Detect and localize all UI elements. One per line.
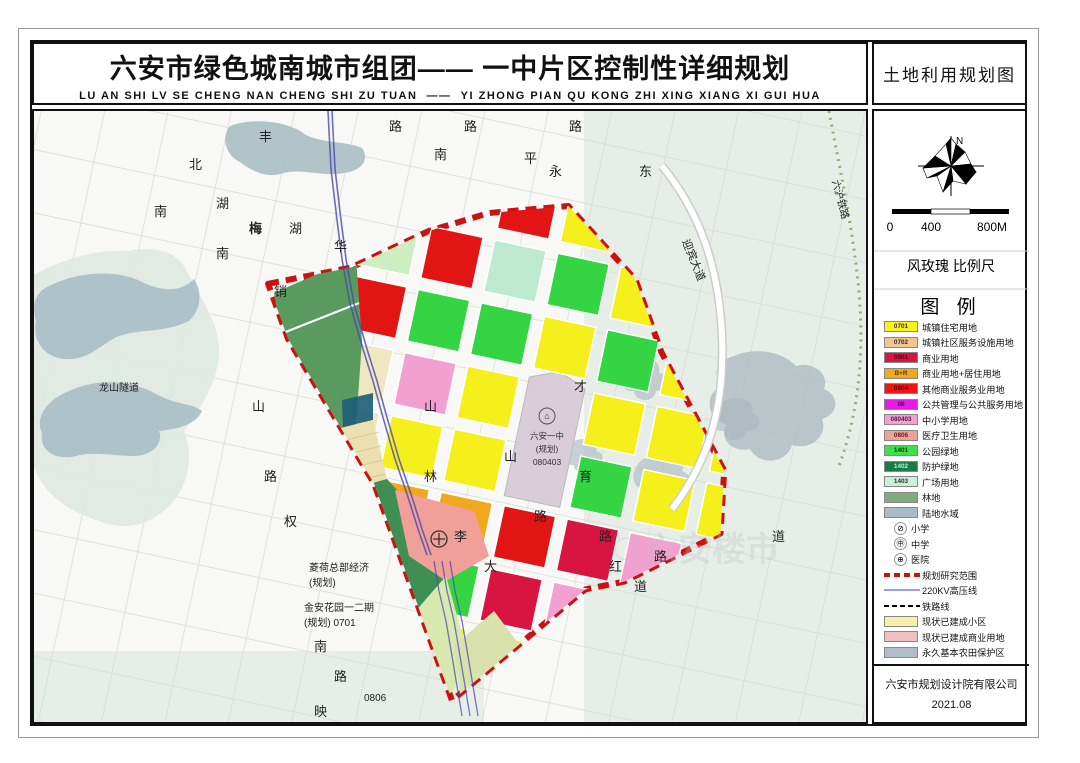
svg-text:大: 大 — [484, 559, 497, 574]
svg-text:山: 山 — [504, 449, 517, 464]
svg-text:080403: 080403 — [533, 457, 562, 467]
svg-text:路: 路 — [599, 529, 612, 544]
svg-text:红: 红 — [609, 559, 622, 574]
svg-text:菱荷总部经济: 菱荷总部经济 — [309, 561, 369, 574]
svg-text:丰: 丰 — [259, 129, 272, 144]
svg-text:东: 东 — [639, 164, 652, 179]
svg-text:南: 南 — [434, 147, 447, 162]
svg-text:路: 路 — [389, 119, 402, 134]
svg-text:南: 南 — [154, 204, 167, 219]
svg-text:400: 400 — [921, 220, 941, 234]
svg-text:(规划) 0701: (规划) 0701 — [304, 616, 356, 629]
svg-text:永: 永 — [549, 164, 562, 179]
svg-text:800M: 800M — [977, 220, 1007, 234]
svg-text:育: 育 — [579, 469, 592, 484]
svg-text:路: 路 — [569, 119, 582, 134]
svg-text:道: 道 — [634, 579, 647, 594]
svg-text:六安楼市: 六安楼市 — [644, 530, 780, 569]
svg-text:映: 映 — [314, 704, 327, 719]
svg-text:山: 山 — [424, 399, 437, 414]
svg-text:华: 华 — [334, 239, 347, 254]
svg-text:林: 林 — [424, 469, 437, 484]
svg-text:0806: 0806 — [364, 693, 387, 704]
svg-text:(规划): (规划) — [536, 444, 559, 454]
svg-text:路: 路 — [334, 669, 347, 684]
svg-text:南: 南 — [216, 246, 229, 261]
svg-text:(规划): (规划) — [309, 576, 336, 589]
svg-text:龙山隧道: 龙山隧道 — [99, 381, 139, 394]
svg-text:平: 平 — [524, 151, 537, 166]
svg-text:风玫瑰 比例尺: 风玫瑰 比例尺 — [907, 258, 995, 274]
svg-text:才: 才 — [574, 379, 587, 394]
svg-text:山: 山 — [252, 399, 265, 414]
svg-text:路: 路 — [534, 509, 547, 524]
svg-text:湖: 湖 — [216, 196, 229, 211]
svg-text:南: 南 — [314, 639, 327, 654]
svg-text:权: 权 — [284, 514, 297, 529]
svg-text:李: 李 — [454, 529, 467, 544]
svg-text:湖: 湖 — [289, 221, 302, 236]
svg-text:金安花园一二期: 金安花园一二期 — [304, 601, 374, 614]
svg-text:0: 0 — [887, 220, 894, 234]
svg-text:销: 销 — [274, 284, 287, 299]
svg-text:六安一中: 六安一中 — [530, 431, 564, 441]
svg-text:梅: 梅 — [249, 221, 262, 236]
svg-text:图 例: 图 例 — [920, 296, 981, 318]
svg-text:路: 路 — [264, 469, 277, 484]
svg-text:⌂: ⌂ — [544, 411, 549, 421]
svg-text:路: 路 — [464, 119, 477, 134]
svg-text:北: 北 — [189, 157, 202, 172]
